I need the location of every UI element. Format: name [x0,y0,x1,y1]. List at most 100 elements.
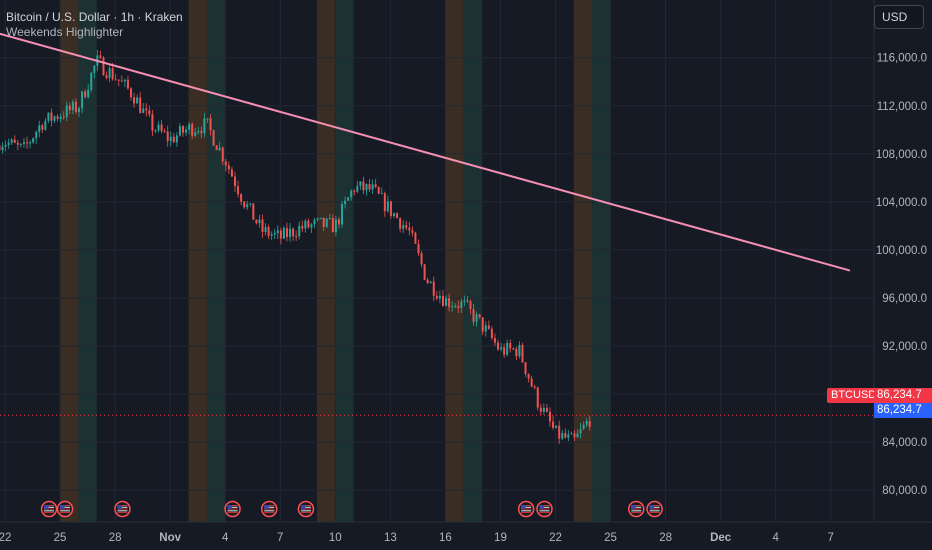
candle-up [32,137,35,145]
weekend-band-saturday [445,0,464,522]
candle-up [108,65,111,83]
candle-down [74,98,77,115]
candle-down [243,201,246,209]
weekend-band-sunday [592,0,611,522]
y-tick-label: 116,000.0 [877,53,927,65]
candle-down [337,217,340,229]
candle-down [292,227,295,241]
candle-up [7,138,10,149]
us-flag-icon[interactable] [646,500,663,518]
us-flag-icon[interactable] [40,500,58,518]
candle-down [148,105,151,117]
candle-up [561,429,564,441]
candle-up [582,421,585,431]
us-flag-icon[interactable] [627,500,645,518]
candle-up [347,196,350,201]
candle-down [374,179,377,189]
candle-down [285,222,288,242]
candle-down [322,217,325,232]
candle-down [521,342,524,364]
x-tick-label: 28 [109,532,122,544]
indicator-label[interactable]: Weekends Highlighter [6,25,124,39]
candle-up [249,202,252,207]
time-scale[interactable] [0,522,874,550]
weekend-band-saturday [188,0,207,522]
candle-up [319,217,322,220]
candle-down [481,317,484,336]
x-tick-label: 16 [439,532,452,544]
candle-up [136,94,139,104]
y-tick-label: 112,000.0 [877,101,927,113]
candle-up [386,195,389,213]
price-scale[interactable] [874,0,932,522]
candle-up [316,217,319,222]
candle-down [588,415,591,431]
weekend-band-sunday [206,0,226,522]
candle-up [350,189,353,201]
candle-up [81,90,84,114]
trendline[interactable] [0,30,851,272]
candle-up [365,183,368,196]
candle-up [154,129,157,134]
candle-down [227,161,230,174]
candle-down [126,75,129,91]
candle-down [548,407,551,427]
economic-events-row [40,500,663,518]
us-flag-icon[interactable] [297,500,315,518]
x-tick-label: 25 [54,532,67,544]
currency-button[interactable]: USD [874,5,924,29]
candle-down [261,214,264,238]
x-tick-label: 13 [384,532,397,544]
candle-up [567,430,570,442]
candle-up [218,141,221,152]
us-flag-icon[interactable] [224,500,241,518]
x-tick-label: 22 [549,532,562,544]
candle-down [362,176,365,195]
candlestick-series [0,50,591,445]
candle-up [506,339,509,357]
us-flag-icon[interactable] [260,500,278,518]
candle-up [178,123,181,137]
us-flag-icon[interactable] [536,500,553,518]
weekend-band-saturday [316,0,336,522]
candle-up [123,78,126,88]
us-flag-icon[interactable] [517,500,535,518]
candle-up [475,311,478,327]
us-flag-icon[interactable] [114,500,131,518]
candle-up [4,140,7,152]
candle-down [212,129,215,147]
weekend-band-sunday [335,0,354,522]
candle-up [585,417,588,428]
x-tick-label: 22 [0,532,11,544]
x-tick-label: 7 [277,532,283,544]
candle-down [423,264,426,281]
candle-down [224,158,227,172]
us-flag-icon[interactable] [56,500,74,518]
y-tick-label: 84,000.0 [882,437,927,449]
candle-down [255,219,258,225]
candle-up [371,179,374,194]
candle-up [59,113,62,123]
plot-area[interactable] [0,0,874,522]
candle-down [441,289,444,308]
y-tick-label: 104,000.0 [876,197,927,209]
x-tick-label: 19 [494,532,507,544]
candle-down [457,300,460,314]
candle-up [258,214,261,228]
candle-down [573,430,576,441]
candle-down [151,109,154,137]
weekend-bands [60,0,611,522]
candle-down [166,125,169,147]
candle-up [438,290,441,304]
chart-title[interactable]: Bitcoin / U.S. Dollar · 1h · Kraken [6,10,183,24]
candle-up [65,101,68,122]
y-tick-label: 108,000.0 [876,149,927,161]
candle-down [490,325,493,341]
candle-down [99,50,102,60]
candle-up [197,127,200,135]
y-tick-label: 80,000.0 [882,485,927,497]
candle-down [145,103,148,117]
candle-up [555,425,558,429]
candle-down [279,227,282,245]
